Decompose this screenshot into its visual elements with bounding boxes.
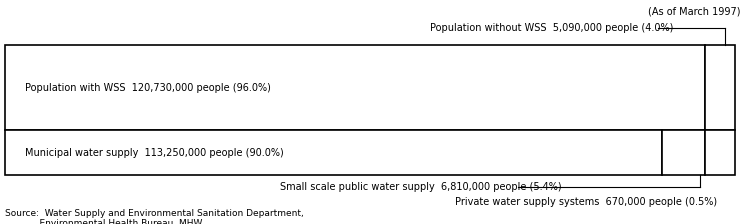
Text: Small scale public water supply  6,810,000 people (5.4%): Small scale public water supply 6,810,00… [280,182,562,192]
Bar [5,130,662,175]
Bar [5,45,705,130]
Bar [705,45,735,130]
Text: (As of March 1997): (As of March 1997) [647,6,740,16]
Text: Environmental Health Bureau, MHW: Environmental Health Bureau, MHW [5,219,202,224]
Text: Source:  Water Supply and Environmental Sanitation Department,: Source: Water Supply and Environmental S… [5,209,303,218]
Text: Population without WSS  5,090,000 people (4.0%): Population without WSS 5,090,000 people … [430,23,674,33]
Text: Private water supply systems  670,000 people (0.5%): Private water supply systems 670,000 peo… [455,197,717,207]
Bar [662,130,705,175]
Text: Population with WSS  120,730,000 people (96.0%): Population with WSS 120,730,000 people (… [25,82,271,93]
Text: Municipal water supply  113,250,000 people (90.0%): Municipal water supply 113,250,000 peopl… [25,147,284,157]
Bar [705,130,735,175]
